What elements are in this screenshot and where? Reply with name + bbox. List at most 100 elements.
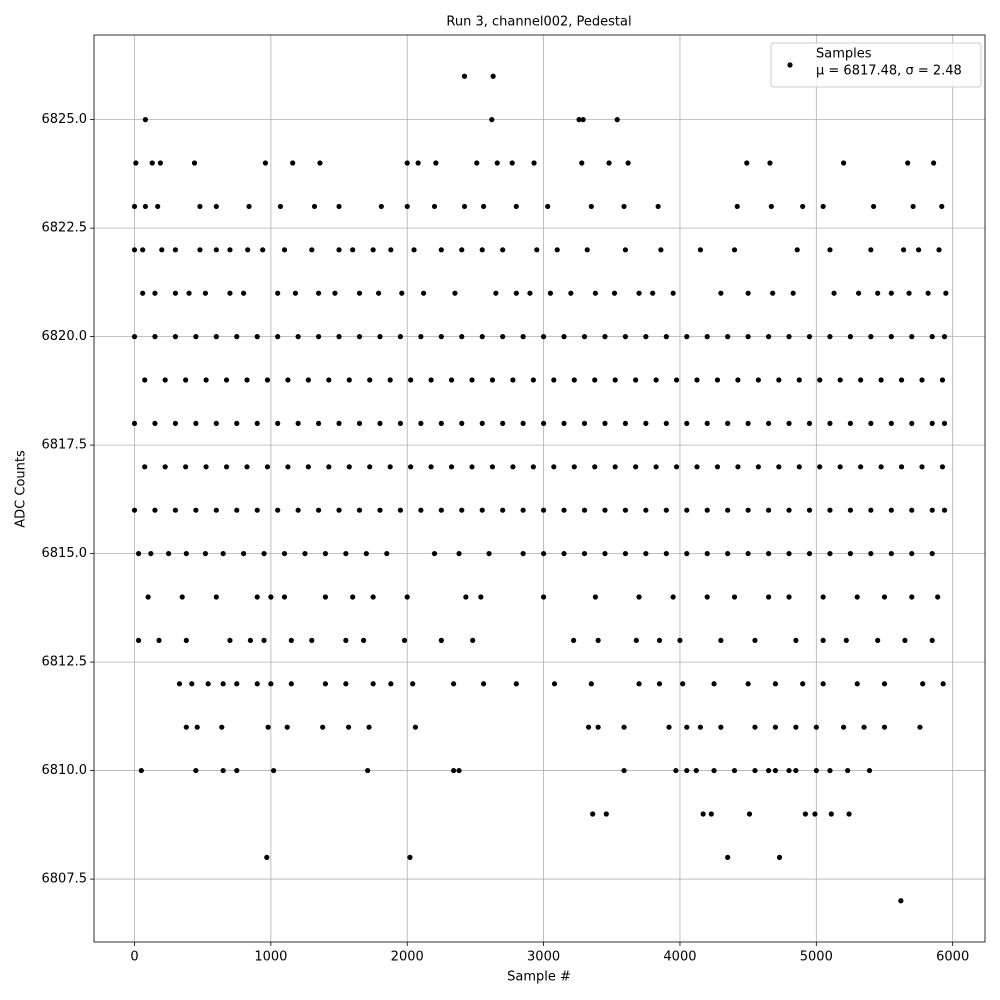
data-point [336, 507, 342, 513]
data-point [622, 334, 629, 340]
data-point [234, 420, 240, 427]
data-point [489, 117, 495, 123]
data-point [197, 203, 203, 210]
data-point [881, 681, 888, 687]
data-point [448, 377, 455, 383]
data-point [133, 160, 139, 166]
data-point [320, 724, 326, 730]
data-point [588, 203, 594, 210]
y-tick-label: 6825.0 [42, 112, 88, 127]
data-point [925, 290, 931, 296]
data-point [650, 290, 656, 296]
data-point [155, 203, 161, 210]
data-point [673, 464, 680, 470]
data-point [345, 724, 352, 730]
data-point [378, 203, 384, 210]
data-point [673, 377, 680, 383]
data-point [527, 290, 533, 296]
data-point [343, 550, 349, 557]
data-point [191, 160, 198, 166]
data-point [595, 637, 601, 643]
points [131, 73, 949, 904]
data-point [268, 594, 274, 600]
data-point [581, 550, 588, 557]
data-point [755, 377, 761, 383]
data-point [571, 464, 577, 470]
data-point [622, 507, 629, 513]
data-point [203, 377, 209, 383]
data-point [551, 464, 557, 470]
data-point [450, 681, 457, 687]
x-tick-label: 0 [130, 950, 138, 965]
data-point [622, 420, 629, 427]
data-point [292, 290, 299, 296]
data-point [776, 377, 782, 383]
data-point [172, 420, 179, 427]
data-point [551, 377, 557, 383]
legend: Samples μ = 6817.48, σ = 2.48 [770, 42, 982, 88]
data-point [653, 377, 659, 383]
data-point [370, 594, 376, 600]
data-point [581, 420, 588, 427]
data-point [438, 420, 444, 427]
data-point [622, 247, 629, 253]
data-point [202, 550, 209, 557]
data-point [711, 767, 717, 774]
data-point [399, 290, 405, 296]
data-point [684, 767, 690, 774]
data-point [704, 507, 710, 513]
data-point [858, 377, 864, 383]
data-point [384, 550, 390, 557]
data-point [621, 203, 627, 210]
data-point [547, 290, 554, 296]
data-point [704, 594, 710, 600]
data-point [614, 117, 620, 123]
data-point [244, 377, 250, 383]
data-point [755, 464, 761, 470]
data-point [234, 334, 240, 340]
data-point [295, 420, 301, 427]
data-point [326, 464, 332, 470]
data-point [855, 290, 862, 296]
data-point [673, 767, 679, 774]
data-point [377, 507, 383, 513]
data-point [145, 594, 151, 600]
data-point [397, 334, 404, 340]
data-point [827, 767, 833, 774]
y-tick-label: 6807.5 [42, 872, 88, 887]
data-point [459, 334, 465, 340]
data-point [847, 507, 854, 513]
data-point [261, 637, 267, 643]
data-point [929, 507, 935, 513]
data-point [866, 767, 873, 774]
data-point [336, 203, 342, 210]
data-point [461, 203, 468, 210]
data-point [875, 290, 881, 296]
data-point [561, 334, 567, 340]
data-point [520, 550, 526, 557]
data-point [888, 507, 894, 513]
data-point [431, 550, 438, 557]
data-point [817, 464, 823, 470]
data-point [888, 334, 894, 340]
data-point [244, 464, 250, 470]
data-point [731, 767, 738, 774]
data-point [704, 420, 710, 427]
data-point [220, 550, 226, 557]
data-point [694, 464, 700, 470]
data-point [704, 334, 710, 340]
chart-title: Run 3, channel002, Pedestal [446, 15, 631, 30]
data-point [653, 464, 659, 470]
data-point [752, 637, 758, 643]
data-point [812, 811, 818, 817]
data-point [772, 767, 779, 774]
data-point [317, 160, 323, 166]
data-point [131, 247, 138, 253]
data-point [770, 290, 776, 296]
data-point [909, 507, 915, 513]
data-point [480, 203, 487, 210]
data-point [731, 247, 738, 253]
data-point [486, 550, 492, 557]
data-point [930, 160, 937, 166]
data-point [694, 377, 700, 383]
